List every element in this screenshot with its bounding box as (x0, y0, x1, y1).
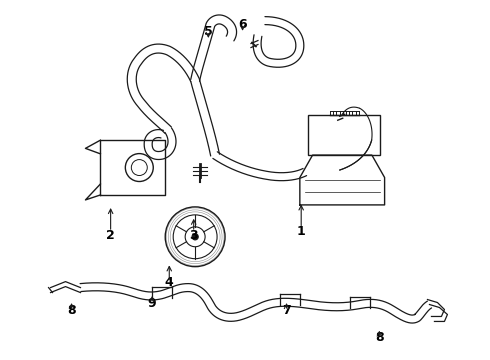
Text: 1: 1 (297, 225, 306, 238)
Text: 8: 8 (67, 305, 76, 318)
Text: 9: 9 (148, 297, 156, 310)
Text: 2: 2 (106, 229, 115, 242)
Text: 6: 6 (238, 18, 247, 31)
Text: 8: 8 (375, 331, 384, 344)
Text: 3: 3 (189, 229, 198, 242)
Text: 7: 7 (282, 305, 291, 318)
FancyBboxPatch shape (308, 115, 380, 155)
Circle shape (192, 234, 198, 240)
Text: 5: 5 (204, 25, 213, 38)
Text: 4: 4 (165, 276, 173, 289)
